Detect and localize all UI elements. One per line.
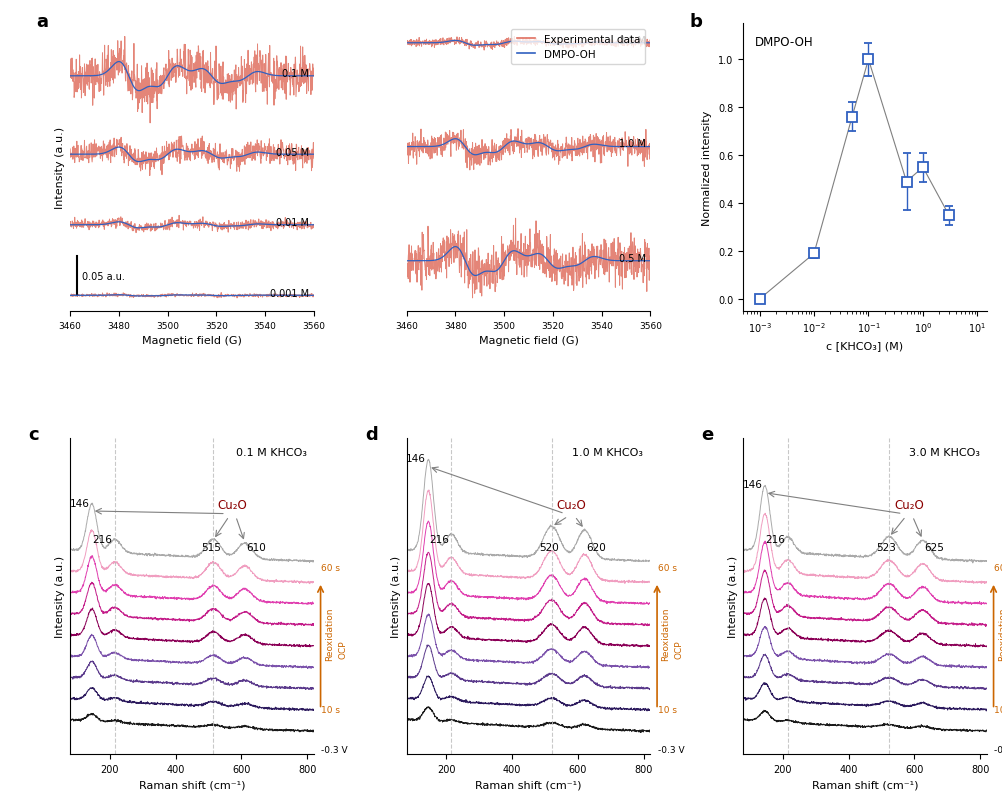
Text: 3.0 M: 3.0 M — [618, 36, 645, 45]
Text: 520: 520 — [539, 543, 559, 552]
Text: Cu₂O: Cu₂O — [217, 499, 247, 512]
Text: Reoxidation: Reoxidation — [325, 607, 334, 660]
Text: 3.0 M KHCO₃: 3.0 M KHCO₃ — [909, 448, 980, 457]
Text: 515: 515 — [201, 543, 220, 552]
Text: 10 s: 10 s — [657, 705, 676, 714]
Text: 625: 625 — [925, 543, 944, 552]
X-axis label: Raman shift (cm⁻¹): Raman shift (cm⁻¹) — [475, 779, 582, 789]
Legend: Experimental data, DMPO-OH: Experimental data, DMPO-OH — [511, 29, 645, 65]
Text: -0.3 V: -0.3 V — [994, 745, 1002, 754]
Text: 0.1 M: 0.1 M — [283, 70, 309, 79]
Text: 146: 146 — [742, 480, 763, 490]
Text: -0.3 V: -0.3 V — [322, 745, 348, 754]
Text: 60 s: 60 s — [322, 564, 341, 573]
Text: 523: 523 — [877, 543, 897, 552]
Text: 146: 146 — [69, 498, 89, 508]
Text: OCP: OCP — [675, 640, 683, 659]
X-axis label: c [KHCO₃] (M): c [KHCO₃] (M) — [827, 341, 904, 350]
Text: Cu₂O: Cu₂O — [556, 499, 586, 512]
Text: -0.3 V: -0.3 V — [657, 745, 684, 754]
Text: Reoxidation: Reoxidation — [998, 607, 1002, 660]
Text: 216: 216 — [92, 534, 112, 545]
X-axis label: Magnetic field (G): Magnetic field (G) — [142, 336, 242, 345]
Text: Reoxidation: Reoxidation — [661, 607, 670, 660]
Text: 0.5 M: 0.5 M — [618, 253, 645, 264]
Text: 10 s: 10 s — [994, 705, 1002, 714]
Text: 1.0 M KHCO₃: 1.0 M KHCO₃ — [572, 448, 643, 457]
Text: 216: 216 — [766, 534, 786, 545]
X-axis label: Raman shift (cm⁻¹): Raman shift (cm⁻¹) — [139, 779, 245, 789]
Text: 60 s: 60 s — [994, 564, 1002, 573]
Text: 216: 216 — [429, 534, 449, 545]
Text: 0.05 a.u.: 0.05 a.u. — [82, 272, 125, 281]
Text: e: e — [701, 426, 714, 444]
Text: 10 s: 10 s — [322, 705, 341, 714]
X-axis label: Magnetic field (G): Magnetic field (G) — [479, 336, 578, 345]
Text: 610: 610 — [246, 543, 267, 552]
Text: 0.1 M KHCO₃: 0.1 M KHCO₃ — [235, 448, 307, 457]
Text: Cu₂O: Cu₂O — [895, 499, 924, 512]
X-axis label: Raman shift (cm⁻¹): Raman shift (cm⁻¹) — [812, 779, 918, 789]
Text: 0.001 M: 0.001 M — [270, 289, 309, 298]
Y-axis label: Intensity (a.u.): Intensity (a.u.) — [727, 556, 737, 637]
Y-axis label: Intensity (a.u.): Intensity (a.u.) — [54, 556, 64, 637]
Text: d: d — [365, 426, 378, 444]
Text: 0.01 M: 0.01 M — [277, 218, 309, 228]
Text: a: a — [36, 13, 48, 31]
Text: b: b — [689, 13, 702, 31]
Text: 0.05 M: 0.05 M — [276, 148, 309, 157]
Text: DMPO-OH: DMPO-OH — [756, 36, 814, 49]
Text: c: c — [29, 426, 39, 444]
Y-axis label: Normalized intensity: Normalized intensity — [702, 110, 712, 225]
Text: 620: 620 — [586, 543, 606, 552]
Y-axis label: Intensity (a.u.): Intensity (a.u.) — [391, 556, 401, 637]
Text: 146: 146 — [406, 454, 426, 464]
Text: 1.0 M: 1.0 M — [618, 139, 645, 149]
Y-axis label: Intensity (a.u.): Intensity (a.u.) — [54, 127, 64, 209]
Text: 60 s: 60 s — [657, 564, 676, 573]
Text: OCP: OCP — [339, 640, 348, 659]
